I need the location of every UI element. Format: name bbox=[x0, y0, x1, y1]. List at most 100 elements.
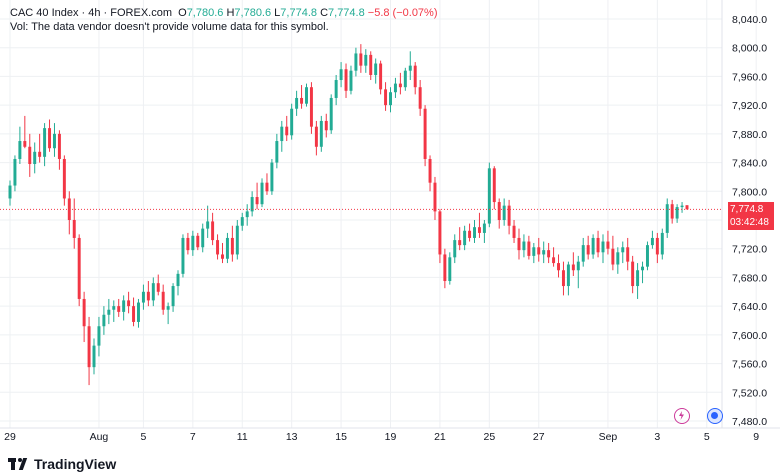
volume-note: Vol: The data vendor doesn't provide vol… bbox=[10, 21, 329, 33]
candle-body bbox=[566, 264, 570, 287]
candle-body bbox=[522, 241, 526, 251]
candle-body bbox=[324, 120, 328, 131]
candle-body bbox=[477, 227, 481, 233]
time-tick-label: 11 bbox=[237, 431, 248, 443]
change-value: −5.8 (−0.07%) bbox=[367, 7, 438, 19]
candle-body bbox=[161, 291, 165, 310]
candle-body bbox=[423, 108, 427, 159]
candle-body bbox=[344, 69, 348, 91]
candle-body bbox=[206, 221, 210, 229]
candle-body bbox=[97, 326, 101, 346]
last-price-value: 7,774.8 bbox=[730, 204, 764, 216]
candle-body bbox=[260, 182, 264, 205]
time-axis: 29Aug5711131519212527Sep35911 bbox=[4, 431, 759, 443]
candle-body bbox=[393, 83, 397, 93]
brand-name: TradingView bbox=[34, 456, 117, 472]
price-tick-label: 7,640.0 bbox=[732, 301, 767, 313]
globe-icon[interactable] bbox=[707, 408, 723, 424]
candle-body bbox=[102, 314, 106, 327]
candle-body bbox=[576, 261, 580, 271]
chart-grid bbox=[0, 0, 780, 429]
candle-body bbox=[305, 87, 308, 104]
candle-body bbox=[527, 241, 531, 256]
low-label: L bbox=[274, 7, 281, 19]
candle-body bbox=[290, 108, 294, 136]
time-tick-label: 25 bbox=[483, 431, 495, 443]
symbol-ohlc-row: CAC 40 Index · 4h · FOREX.com O7,780.6 H… bbox=[10, 6, 438, 20]
candle-body bbox=[250, 197, 254, 212]
candle-body bbox=[645, 245, 649, 267]
time-tick-label: 5 bbox=[141, 431, 147, 443]
price-tick-label: 7,720.0 bbox=[732, 244, 767, 256]
candle-body bbox=[309, 87, 313, 127]
candle-body bbox=[38, 151, 42, 157]
candle-body bbox=[117, 306, 121, 312]
candle-body bbox=[665, 204, 669, 233]
time-tick-label: 9 bbox=[753, 431, 759, 443]
candle-body bbox=[280, 126, 284, 142]
candle-body bbox=[156, 283, 160, 292]
candle-body bbox=[235, 225, 239, 255]
symbol-name[interactable]: CAC 40 Index · 4h · FOREX.com bbox=[10, 7, 172, 19]
candle-body bbox=[413, 65, 417, 88]
candle-body bbox=[547, 250, 551, 258]
open-label: O bbox=[178, 7, 187, 19]
price-tick-label: 8,000.0 bbox=[732, 43, 767, 55]
candle-body bbox=[186, 237, 190, 251]
candle-body bbox=[141, 291, 145, 303]
candle-body bbox=[561, 270, 565, 287]
candle-body bbox=[329, 97, 333, 131]
candle-body bbox=[512, 225, 516, 238]
candle-body bbox=[319, 120, 323, 147]
time-tick-label: 21 bbox=[434, 431, 446, 443]
candle-body bbox=[132, 306, 136, 322]
candle-body bbox=[650, 237, 654, 246]
candle-body bbox=[77, 237, 81, 299]
candle-body bbox=[191, 235, 195, 251]
candle-body bbox=[507, 205, 511, 226]
candle-body bbox=[196, 235, 200, 248]
price-tick-label: 7,680.0 bbox=[732, 272, 767, 284]
candle-body bbox=[685, 205, 689, 210]
candle-body bbox=[151, 283, 155, 301]
candle-body bbox=[557, 263, 561, 271]
price-tick-label: 7,560.0 bbox=[732, 359, 767, 371]
time-tick-label: 19 bbox=[385, 431, 397, 443]
candle-body bbox=[448, 257, 452, 282]
price-tick-label: 7,800.0 bbox=[732, 186, 767, 198]
candle-body bbox=[591, 237, 595, 255]
candle-body bbox=[532, 247, 536, 256]
candle-body bbox=[616, 252, 620, 265]
candle-body bbox=[621, 247, 625, 253]
tradingview-mark-icon bbox=[8, 458, 28, 470]
candle-body bbox=[354, 53, 358, 71]
lightning-icon[interactable] bbox=[674, 408, 690, 424]
price-axis: 8,040.0 8,000.0 7,960.0 7,920.0 7,880.0 7,840… bbox=[732, 14, 767, 428]
low-value: 7,774.8 bbox=[280, 7, 317, 19]
candle-body bbox=[314, 126, 318, 147]
candle-body bbox=[295, 97, 299, 109]
candle-body bbox=[211, 221, 215, 241]
candle-body bbox=[127, 300, 131, 307]
candle-body bbox=[18, 141, 22, 159]
time-tick-label: 29 bbox=[4, 431, 16, 443]
candle-body bbox=[72, 220, 76, 238]
candle-body bbox=[57, 133, 61, 159]
close-value: 7,774.8 bbox=[328, 7, 365, 19]
tradingview-logo[interactable]: TradingView bbox=[8, 456, 116, 472]
candle-body bbox=[428, 158, 432, 183]
candle-body bbox=[13, 158, 17, 186]
candle-body bbox=[492, 168, 496, 203]
candle-body bbox=[433, 182, 437, 212]
candle-body bbox=[398, 83, 402, 88]
price-tick-label: 8,040.0 bbox=[732, 14, 767, 26]
price-tick-label: 7,880.0 bbox=[732, 129, 767, 141]
chart-legend: CAC 40 Index · 4h · FOREX.com O7,780.6 H… bbox=[10, 6, 438, 34]
candle-body bbox=[255, 197, 259, 205]
candle-body bbox=[631, 261, 635, 287]
high-value: 7,780.6 bbox=[234, 7, 272, 19]
candle-body bbox=[240, 217, 244, 226]
price-tick-label: 7,480.0 bbox=[732, 416, 767, 428]
price-tick-label: 7,840.0 bbox=[732, 158, 767, 170]
